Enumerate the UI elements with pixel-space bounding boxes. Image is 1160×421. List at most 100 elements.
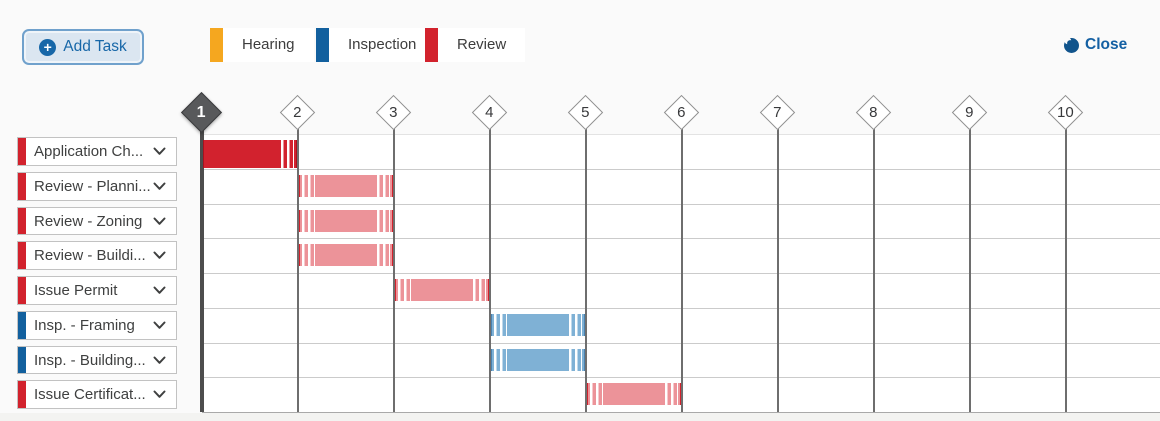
bar-end-hatch — [377, 244, 390, 266]
plus-icon: + — [39, 38, 57, 56]
grid-column-line-9 — [969, 127, 971, 412]
grid-column-line-2 — [297, 127, 299, 412]
grid-row-line — [202, 169, 1160, 170]
inspection-accent-bar — [18, 347, 26, 373]
task-name: Review - Planni... — [34, 178, 151, 195]
gantt-bar-2[interactable] — [299, 175, 393, 197]
chevron-down-icon[interactable] — [153, 356, 166, 365]
grid-column-line-10 — [1065, 127, 1067, 412]
task-name: Application Ch... — [34, 143, 144, 160]
chevron-down-icon[interactable] — [153, 217, 166, 226]
task-name: Review - Zoning — [34, 212, 143, 230]
chevron-down-icon[interactable] — [153, 321, 166, 330]
grid-column-line-4 — [489, 127, 491, 412]
timeline-marker-4[interactable]: 4 — [471, 94, 508, 131]
timeline-marker-10[interactable]: 10 — [1047, 94, 1084, 131]
timeline-marker-label: 4 — [485, 104, 494, 121]
grid-row-line — [202, 377, 1160, 378]
timeline-marker-2[interactable]: 2 — [279, 94, 316, 131]
timeline-marker-6[interactable]: 6 — [663, 94, 700, 131]
legend-label: Review — [438, 28, 526, 62]
review-accent-bar — [18, 242, 26, 269]
grid-row-line — [202, 308, 1160, 309]
grid-column-line-5 — [585, 127, 587, 412]
gantt-bar-4[interactable] — [299, 244, 393, 266]
review-accent-bar — [18, 381, 26, 408]
grid-row-line — [202, 412, 1160, 413]
review-accent-bar — [18, 277, 26, 304]
bar-start-hatch — [302, 244, 315, 266]
bar-end-hatch — [569, 349, 582, 371]
timeline-marker-9[interactable]: 9 — [951, 94, 988, 131]
task-row-7[interactable]: Insp. - Building... — [17, 346, 177, 374]
legend-item-inspection: Inspection — [316, 28, 436, 62]
chevron-down-icon[interactable] — [153, 390, 166, 399]
task-name: Issue Certificat... — [34, 386, 146, 403]
legend-label: Inspection — [329, 28, 436, 62]
task-row-1[interactable]: Application Ch... — [17, 137, 177, 166]
bar-end-hatch — [569, 314, 582, 336]
grid-column-line-3 — [393, 127, 395, 412]
gantt-bar-1[interactable] — [203, 140, 297, 168]
legend-swatch-hearing-icon — [210, 28, 223, 62]
task-row-8[interactable]: Issue Certificat... — [17, 380, 177, 409]
chevron-down-icon[interactable] — [153, 182, 166, 191]
timeline-marker-7[interactable]: 7 — [759, 94, 796, 131]
timeline-marker-label: 9 — [965, 104, 974, 121]
add-task-button[interactable]: + Add Task — [22, 29, 144, 65]
bar-end-hatch — [377, 175, 390, 197]
chart-footer-strip — [0, 413, 1160, 421]
gantt-bar-6[interactable] — [491, 314, 585, 336]
task-row-3[interactable]: Review - Zoning — [17, 207, 177, 235]
task-row-4[interactable]: Review - Buildi... — [17, 241, 177, 270]
bar-start-hatch — [494, 314, 507, 336]
bar-start-hatch — [590, 383, 603, 405]
timeline-marker-1[interactable]: 1 — [180, 91, 223, 134]
bar-start-hatch — [302, 175, 315, 197]
task-name: Issue Permit — [34, 282, 118, 299]
review-accent-bar — [18, 208, 26, 234]
grid-row-line — [202, 343, 1160, 344]
timeline-marker-label: 3 — [389, 104, 398, 121]
timeline-marker-label: 8 — [869, 104, 878, 121]
close-label: Close — [1085, 36, 1128, 53]
task-row-5[interactable]: Issue Permit — [17, 276, 177, 305]
timeline-marker-5[interactable]: 5 — [567, 94, 604, 131]
chevron-down-icon[interactable] — [153, 251, 166, 260]
timeline-marker-label: 2 — [293, 104, 302, 121]
bar-start-hatch — [398, 279, 411, 301]
chevron-down-icon[interactable] — [153, 147, 166, 156]
gantt-bar-7[interactable] — [491, 349, 585, 371]
bar-end-hatch — [281, 140, 294, 168]
task-row-6[interactable]: Insp. - Framing — [17, 311, 177, 340]
task-name: Review - Buildi... — [34, 247, 146, 264]
bar-start-hatch — [494, 349, 507, 371]
grid-row-line — [202, 204, 1160, 205]
legend-swatch-review-icon — [425, 28, 438, 62]
close-button[interactable]: Close — [1064, 36, 1127, 54]
timeline-marker-8[interactable]: 8 — [855, 94, 892, 131]
legend-item-hearing: Hearing — [210, 28, 314, 62]
bar-start-hatch — [302, 210, 315, 232]
timeline-marker-label: 6 — [677, 104, 686, 121]
timeline-marker-3[interactable]: 3 — [375, 94, 412, 131]
bar-end-hatch — [377, 210, 390, 232]
inspection-accent-bar — [18, 312, 26, 339]
task-row-2[interactable]: Review - Planni... — [17, 172, 177, 201]
review-accent-bar — [18, 173, 26, 200]
add-task-label: Add Task — [63, 38, 127, 55]
gantt-bar-3[interactable] — [299, 210, 393, 232]
review-accent-bar — [18, 138, 26, 165]
legend-swatch-inspection-icon — [316, 28, 329, 62]
chevron-down-icon[interactable] — [153, 286, 166, 295]
grid-row-line — [202, 134, 1160, 135]
grid-row-line — [202, 238, 1160, 239]
timeline-marker-label: 1 — [197, 103, 206, 121]
gantt-bar-8[interactable] — [587, 383, 681, 405]
legend-item-review: Review — [425, 28, 526, 62]
grid-row-line — [202, 273, 1160, 274]
gantt-bar-5[interactable] — [395, 279, 489, 301]
grid-column-line-7 — [777, 127, 779, 412]
task-name: Insp. - Framing — [34, 317, 135, 334]
